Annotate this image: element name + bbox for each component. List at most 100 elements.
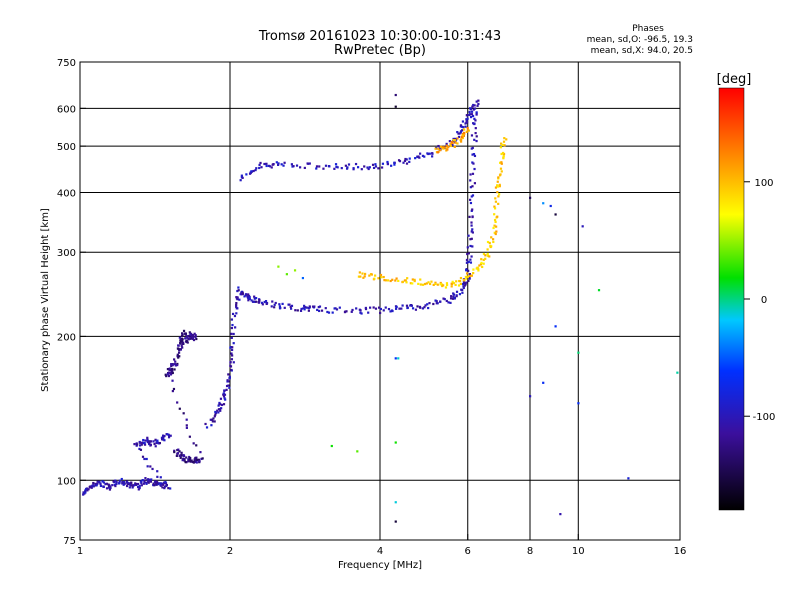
data-point — [232, 332, 235, 336]
data-point — [470, 113, 474, 116]
data-point — [239, 179, 242, 182]
data-point — [211, 418, 214, 421]
data-point — [470, 134, 474, 137]
data-point — [494, 232, 497, 236]
data-point — [180, 338, 183, 341]
data-point — [144, 439, 147, 442]
data-point — [296, 309, 299, 312]
data-point — [465, 277, 468, 280]
data-point — [245, 173, 248, 176]
data-point — [189, 460, 192, 463]
data-point — [457, 135, 461, 139]
data-point — [267, 164, 270, 167]
data-point — [431, 155, 434, 158]
data-point — [500, 142, 503, 145]
data-point — [105, 487, 109, 490]
data-point — [178, 407, 181, 410]
data-point — [456, 142, 459, 145]
data-point — [188, 334, 191, 337]
data-point — [489, 245, 492, 249]
x-axis-label: Frequency [MHz] — [338, 560, 422, 571]
data-point — [231, 323, 234, 327]
data-point — [336, 166, 339, 169]
data-point — [395, 277, 398, 280]
data-point — [470, 230, 473, 233]
data-point — [167, 433, 170, 436]
data-point — [244, 294, 247, 297]
data-point — [214, 410, 217, 414]
data-point — [459, 130, 463, 133]
data-point — [230, 336, 233, 340]
data-point — [419, 283, 422, 286]
data-point — [193, 459, 196, 462]
data-point — [469, 258, 472, 261]
data-point — [499, 167, 503, 170]
data-point — [238, 298, 241, 301]
data-point — [308, 162, 311, 165]
data-point — [475, 139, 478, 143]
data-point — [462, 286, 465, 290]
data-point — [359, 309, 362, 312]
data-point — [149, 440, 152, 443]
data-point — [220, 403, 224, 407]
data-point — [439, 281, 442, 285]
data-point — [477, 102, 480, 106]
data-point — [467, 252, 470, 255]
data-point — [282, 164, 285, 167]
data-point — [462, 280, 465, 284]
data-point — [472, 108, 475, 111]
data-point — [176, 452, 180, 455]
data-point — [173, 358, 176, 361]
data-point — [471, 185, 474, 188]
data-point — [169, 373, 173, 376]
data-point — [455, 290, 459, 293]
data-point — [248, 297, 251, 301]
data-point — [164, 482, 168, 485]
data-point — [210, 424, 213, 427]
data-point — [395, 305, 398, 309]
data-point — [496, 191, 499, 194]
data-point — [452, 139, 455, 142]
data-point — [577, 402, 580, 405]
data-point — [503, 144, 506, 147]
data-point — [189, 336, 192, 339]
data-point — [421, 283, 425, 286]
data-point — [164, 373, 167, 376]
data-point — [146, 465, 149, 468]
data-point — [384, 279, 387, 282]
data-point — [411, 307, 415, 310]
data-point — [340, 167, 343, 170]
data-point — [410, 304, 413, 307]
data-point — [443, 146, 446, 149]
data-point — [468, 274, 472, 278]
data-point — [390, 164, 393, 167]
data-point — [173, 363, 177, 366]
data-point — [463, 128, 466, 131]
data-point — [258, 163, 261, 167]
data-point — [179, 341, 182, 345]
data-point — [359, 311, 362, 314]
data-point — [261, 303, 264, 306]
data-point — [445, 147, 448, 150]
data-point — [218, 401, 221, 405]
data-point — [145, 457, 148, 461]
data-point — [484, 254, 487, 257]
data-point — [104, 483, 107, 486]
data-point — [92, 481, 95, 485]
x-tick-labels: 1 2 4 6 8 10 16 — [77, 534, 686, 557]
data-point — [354, 162, 358, 166]
data-point — [289, 305, 292, 308]
data-point — [141, 455, 145, 458]
data-point — [192, 335, 195, 338]
data-point — [488, 241, 491, 245]
data-point — [382, 275, 385, 279]
data-point — [451, 280, 454, 283]
data-point — [263, 300, 266, 304]
data-point — [152, 483, 155, 487]
data-point — [472, 268, 475, 271]
data-point — [180, 451, 183, 454]
data-point — [170, 371, 173, 375]
data-point — [258, 300, 261, 303]
data-point — [178, 336, 181, 339]
data-point — [192, 461, 195, 464]
